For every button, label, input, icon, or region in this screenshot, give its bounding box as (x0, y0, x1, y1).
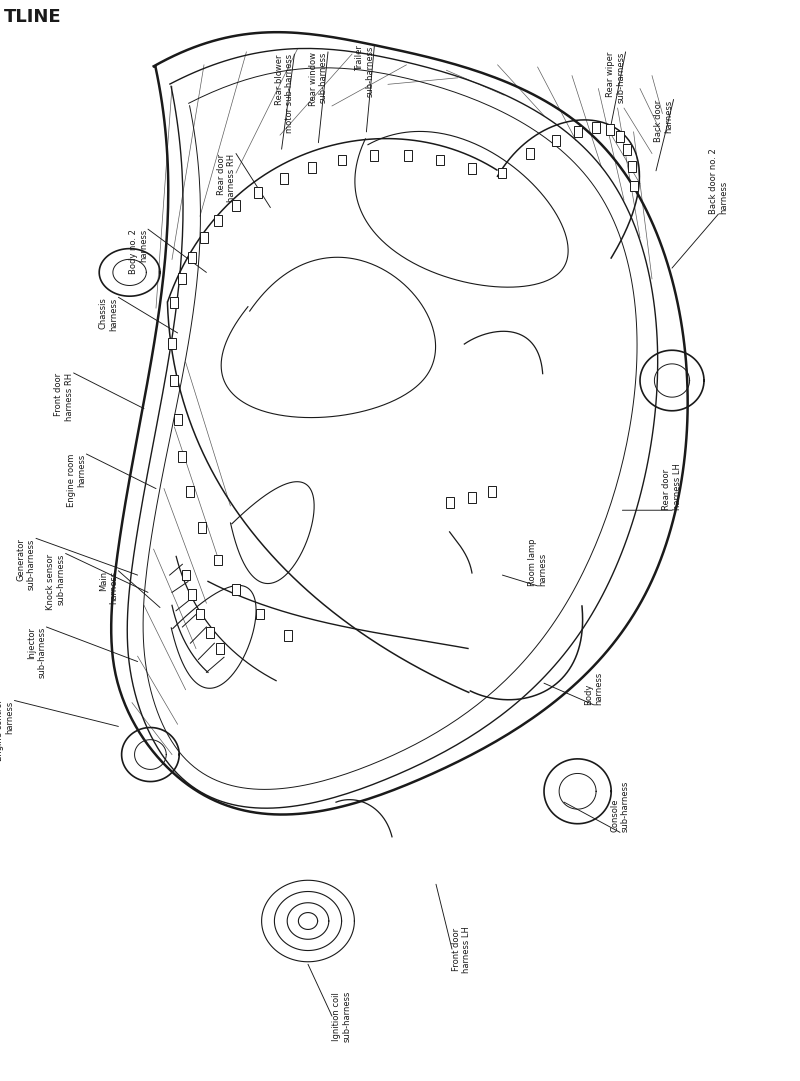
Bar (623, 144, 631, 155)
Bar (170, 375, 178, 386)
Bar (280, 173, 288, 184)
Bar (308, 162, 316, 173)
Text: Trailer
sub-harness: Trailer sub-harness (355, 45, 374, 97)
Bar (552, 135, 560, 146)
Bar (606, 124, 614, 135)
Bar (254, 187, 262, 198)
Text: Rear wiper
sub-harness: Rear wiper sub-harness (606, 52, 626, 104)
Text: Engine room
harness: Engine room harness (67, 454, 86, 507)
Bar (446, 497, 454, 508)
Bar (214, 555, 222, 565)
Text: Front door
harness LH: Front door harness LH (452, 925, 471, 973)
Text: Front door
harness RH: Front door harness RH (54, 373, 74, 422)
Text: Console
sub-harness: Console sub-harness (610, 780, 630, 832)
Text: Rear door
harness LH: Rear door harness LH (662, 464, 682, 510)
Bar (628, 161, 636, 172)
Bar (592, 122, 600, 133)
Bar (616, 131, 624, 142)
Text: Main
harness: Main harness (99, 571, 118, 604)
Text: Rear blower
motor sub-harness: Rear blower motor sub-harness (275, 54, 294, 133)
Text: Rear door
harness RH: Rear door harness RH (217, 154, 236, 202)
Bar (196, 609, 204, 619)
Bar (404, 150, 412, 161)
Bar (256, 609, 264, 619)
Bar (214, 215, 222, 226)
Text: Rear window
sub-harness: Rear window sub-harness (309, 52, 328, 106)
Bar (232, 200, 240, 211)
Bar (468, 163, 476, 174)
Text: Knock sensor
sub-harness: Knock sensor sub-harness (46, 553, 66, 610)
Bar (174, 414, 182, 425)
Bar (188, 252, 196, 263)
Bar (216, 643, 224, 654)
Bar (182, 570, 190, 580)
Text: Back door
harness: Back door harness (654, 99, 674, 142)
Bar (178, 451, 186, 462)
Bar (468, 492, 476, 503)
Text: Ignition coil
sub-harness: Ignition coil sub-harness (332, 990, 351, 1042)
Bar (168, 338, 176, 349)
Text: Engine control
harness: Engine control harness (0, 700, 14, 761)
Text: Injector
sub-harness: Injector sub-harness (27, 627, 46, 679)
Bar (186, 486, 194, 497)
Text: Body no. 2
harness: Body no. 2 harness (129, 229, 148, 275)
Text: Body
harness: Body harness (584, 671, 603, 705)
Bar (200, 232, 208, 243)
Text: Generator
sub-harness: Generator sub-harness (17, 538, 36, 590)
Bar (170, 297, 178, 308)
Bar (188, 589, 196, 600)
Bar (370, 150, 378, 161)
Bar (198, 522, 206, 533)
Bar (526, 148, 534, 159)
Bar (488, 486, 496, 497)
Bar (338, 155, 346, 165)
Text: Room lamp
harness: Room lamp harness (528, 538, 547, 586)
Bar (630, 181, 638, 191)
Text: Back door no. 2
harness: Back door no. 2 harness (709, 148, 728, 214)
Bar (232, 584, 240, 595)
Bar (284, 630, 292, 641)
Bar (206, 627, 214, 638)
Bar (436, 155, 444, 165)
Bar (498, 168, 506, 178)
Text: TLINE: TLINE (4, 8, 62, 26)
Bar (574, 126, 582, 137)
Bar (178, 273, 186, 284)
Text: Chassis
harness: Chassis harness (99, 297, 118, 331)
